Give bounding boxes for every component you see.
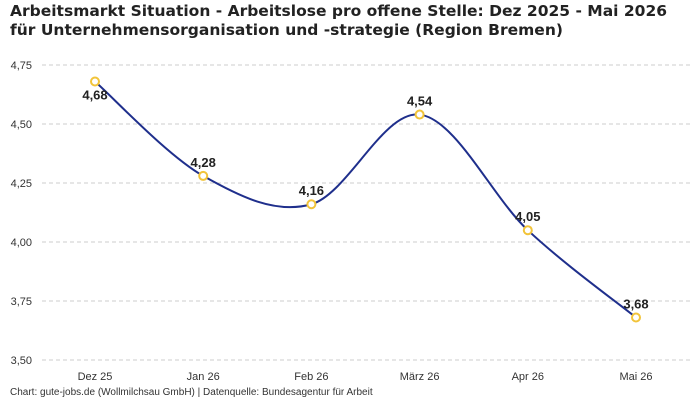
chart-title: Arbeitsmarkt Situation - Arbeitslose pro… [10,2,668,39]
x-tick-label: Mai 26 [619,371,652,383]
data-point [414,109,425,120]
x-tick-label: Jan 26 [187,371,220,383]
chart-source-footer: Chart: gute-jobs.de (Wollmilchsau GmbH) … [10,387,373,398]
data-label: 3,68 [623,297,648,312]
y-axis-ticks: 3,50 3,75 4,00 4,25 4,50 4,75 [11,60,32,367]
data-points [90,76,641,323]
data-label: 4,16 [299,183,324,198]
x-tick-label: Feb 26 [294,371,328,383]
data-point [306,199,317,210]
data-labels: 4,68 4,28 4,16 4,54 4,05 3,68 [82,88,648,312]
data-label: 4,28 [191,155,216,170]
x-tick-label: März 26 [400,371,440,383]
series-line-layer [94,80,637,319]
x-tick-label: Dez 25 [78,371,113,383]
y-tick-label: 4,75 [11,60,32,72]
data-label: 4,68 [82,88,107,103]
data-point [198,170,209,181]
x-tick-label: Apr 26 [512,371,544,383]
y-tick-label: 4,50 [11,119,32,131]
y-tick-label: 4,00 [11,237,32,249]
y-tick-label: 3,75 [11,296,32,308]
y-tick-label: 3,50 [11,355,32,367]
gridlines [42,64,690,361]
data-label: 4,05 [515,209,540,224]
data-point [631,312,641,323]
data-point [90,76,100,87]
series-line [94,80,637,319]
x-axis-ticks: Dez 25 Jan 26 Feb 26 März 26 Apr 26 Mai 26 [78,371,653,383]
data-label: 4,54 [407,94,433,109]
data-point [522,225,533,236]
y-tick-label: 4,25 [11,178,32,190]
